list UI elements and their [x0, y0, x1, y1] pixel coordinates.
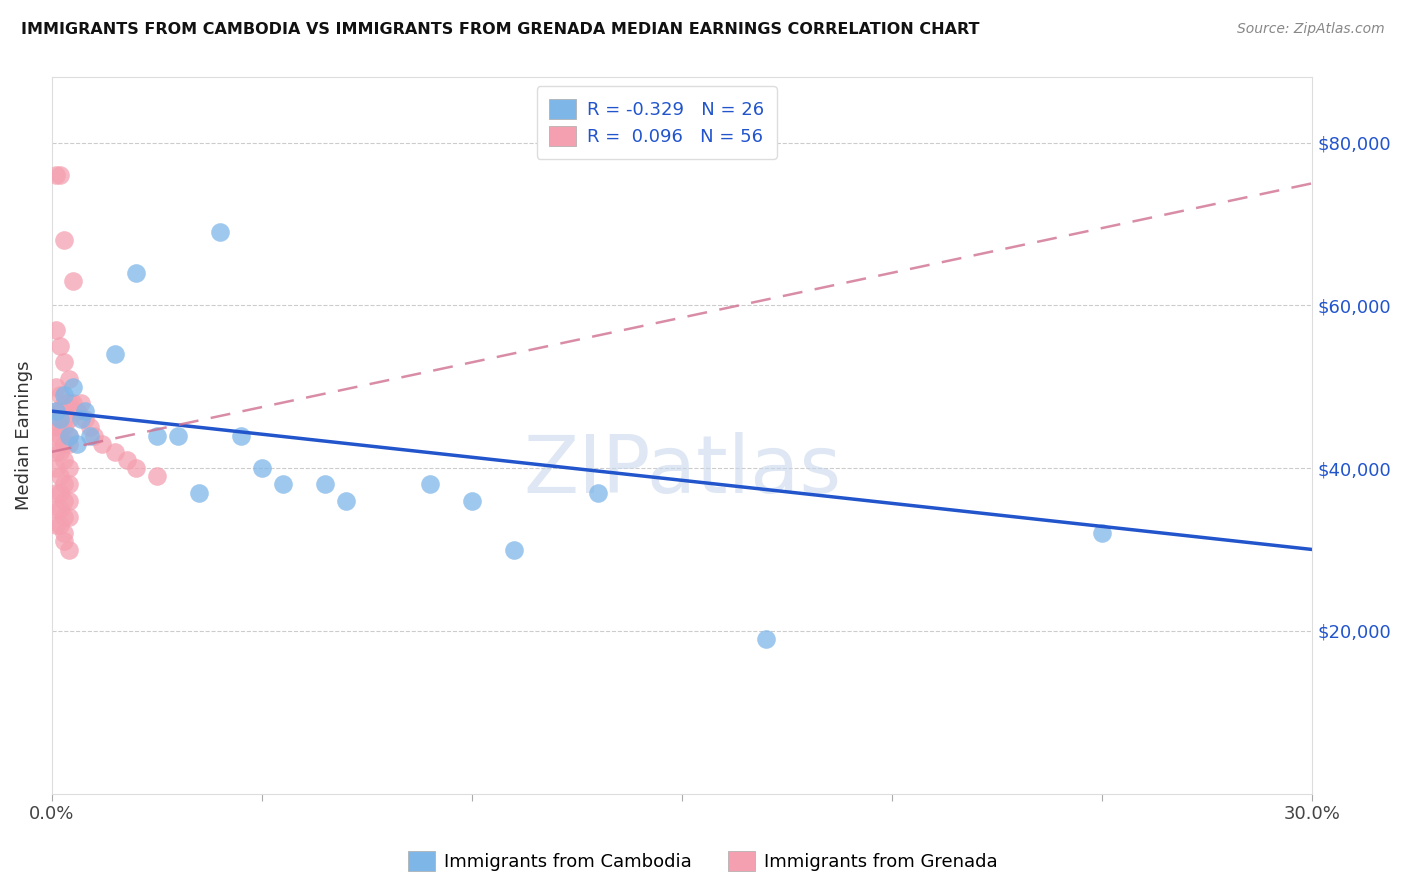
Point — [250, 461, 273, 475]
Point — [91, 436, 114, 450]
Point — [271, 477, 294, 491]
Point — [586, 485, 609, 500]
Point — [66, 436, 89, 450]
Point — [53, 388, 76, 402]
Point — [70, 412, 93, 426]
Point — [166, 428, 188, 442]
Point — [53, 396, 76, 410]
Point — [49, 501, 72, 516]
Point — [45, 168, 67, 182]
Point — [75, 404, 97, 418]
Point — [125, 266, 148, 280]
Point — [70, 396, 93, 410]
Point — [104, 347, 127, 361]
Point — [58, 396, 80, 410]
Y-axis label: Median Earnings: Median Earnings — [15, 360, 32, 510]
Point — [53, 412, 76, 426]
Text: Source: ZipAtlas.com: Source: ZipAtlas.com — [1237, 22, 1385, 37]
Point — [229, 428, 252, 442]
Legend: Immigrants from Cambodia, Immigrants from Grenada: Immigrants from Cambodia, Immigrants fro… — [401, 844, 1005, 879]
Point — [49, 168, 72, 182]
Point — [104, 445, 127, 459]
Legend: R = -0.329   N = 26, R =  0.096   N = 56: R = -0.329 N = 26, R = 0.096 N = 56 — [537, 87, 778, 159]
Point — [53, 510, 76, 524]
Point — [49, 428, 72, 442]
Point — [53, 436, 76, 450]
Point — [62, 274, 84, 288]
Point — [45, 404, 67, 418]
Point — [58, 428, 80, 442]
Point — [45, 380, 67, 394]
Point — [49, 339, 72, 353]
Point — [49, 412, 72, 426]
Point — [45, 445, 67, 459]
Point — [49, 469, 72, 483]
Point — [79, 420, 101, 434]
Point — [461, 493, 484, 508]
Point — [187, 485, 209, 500]
Point — [58, 477, 80, 491]
Point — [503, 542, 526, 557]
Point — [45, 420, 67, 434]
Point — [45, 485, 67, 500]
Point — [83, 428, 105, 442]
Point — [49, 518, 72, 533]
Text: IMMIGRANTS FROM CAMBODIA VS IMMIGRANTS FROM GRENADA MEDIAN EARNINGS CORRELATION : IMMIGRANTS FROM CAMBODIA VS IMMIGRANTS F… — [21, 22, 980, 37]
Point — [49, 388, 72, 402]
Point — [45, 518, 67, 533]
Point — [58, 371, 80, 385]
Point — [53, 477, 76, 491]
Point — [45, 428, 67, 442]
Point — [75, 412, 97, 426]
Point — [58, 428, 80, 442]
Point — [208, 225, 231, 239]
Point — [58, 436, 80, 450]
Point — [58, 510, 80, 524]
Point — [53, 420, 76, 434]
Text: ZIPatlas: ZIPatlas — [523, 433, 841, 510]
Point — [53, 355, 76, 369]
Point — [117, 453, 139, 467]
Point — [1091, 526, 1114, 541]
Point — [419, 477, 441, 491]
Point — [79, 428, 101, 442]
Point — [49, 404, 72, 418]
Point — [53, 233, 76, 247]
Point — [755, 632, 778, 646]
Point — [45, 461, 67, 475]
Point — [62, 380, 84, 394]
Point — [53, 453, 76, 467]
Point — [58, 542, 80, 557]
Point — [53, 493, 76, 508]
Point — [49, 445, 72, 459]
Point — [45, 404, 67, 418]
Point — [49, 420, 72, 434]
Point — [45, 323, 67, 337]
Point — [58, 461, 80, 475]
Point — [53, 534, 76, 549]
Point — [62, 396, 84, 410]
Point — [125, 461, 148, 475]
Point — [58, 412, 80, 426]
Point — [58, 493, 80, 508]
Point — [49, 485, 72, 500]
Point — [335, 493, 357, 508]
Point — [314, 477, 336, 491]
Point — [66, 404, 89, 418]
Point — [146, 469, 169, 483]
Point — [146, 428, 169, 442]
Point — [53, 526, 76, 541]
Point — [45, 501, 67, 516]
